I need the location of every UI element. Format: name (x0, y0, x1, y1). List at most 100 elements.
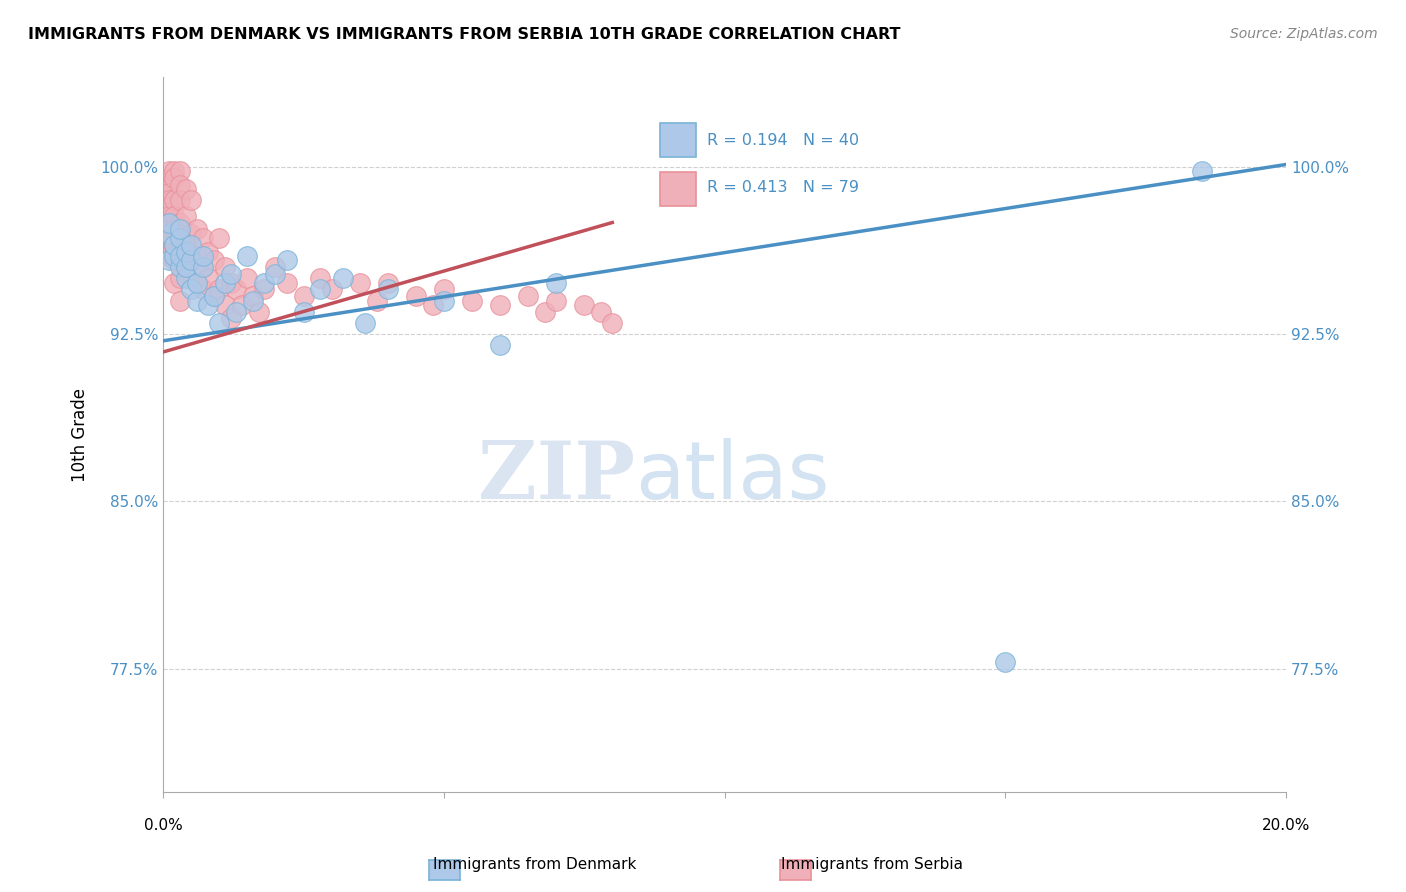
Point (169, 164, 191, 178)
Point (180, 253, 202, 268)
Text: IMMIGRANTS FROM DENMARK VS IMMIGRANTS FROM SERBIA 10TH GRADE CORRELATION CHART: IMMIGRANTS FROM DENMARK VS IMMIGRANTS FR… (28, 27, 901, 42)
Point (157, 237, 180, 252)
Point (225, 283, 247, 297)
Point (169, 231, 191, 245)
Point (292, 305, 315, 319)
Point (157, 227, 180, 241)
Point (377, 283, 399, 297)
Point (186, 276, 208, 290)
Point (253, 276, 276, 290)
Point (202, 289, 225, 303)
Point (354, 316, 377, 330)
Text: Immigrants from Serbia: Immigrants from Serbia (780, 857, 963, 872)
Point (157, 222, 180, 236)
Point (219, 311, 242, 326)
Text: Source: ZipAtlas.com: Source: ZipAtlas.com (1230, 27, 1378, 41)
Point (309, 271, 332, 285)
Point (157, 253, 180, 268)
Point (191, 249, 214, 263)
Text: atlas: atlas (634, 438, 830, 516)
Point (169, 215, 191, 229)
Point (366, 293, 388, 308)
Point (174, 244, 197, 259)
Point (174, 237, 197, 252)
Point (534, 305, 557, 319)
Point (163, 209, 186, 223)
Point (174, 271, 197, 285)
Point (180, 283, 202, 297)
Y-axis label: 10th Grade: 10th Grade (72, 387, 89, 482)
Point (169, 249, 191, 263)
Point (157, 244, 180, 259)
Point (186, 276, 208, 290)
Point (186, 222, 208, 236)
Point (163, 249, 186, 263)
Point (157, 182, 180, 196)
Point (157, 178, 180, 192)
Point (174, 260, 197, 274)
Point (157, 231, 180, 245)
Point (332, 271, 354, 285)
Point (180, 227, 202, 241)
Point (208, 231, 231, 245)
Text: ZIP: ZIP (478, 438, 634, 516)
Point (180, 253, 202, 268)
Point (174, 260, 197, 274)
Text: Immigrants from Denmark: Immigrants from Denmark (433, 857, 636, 872)
Point (157, 249, 180, 263)
Point (242, 293, 264, 308)
Point (163, 170, 186, 185)
Point (174, 182, 197, 196)
Point (157, 186, 180, 201)
Point (208, 283, 231, 297)
Point (225, 305, 247, 319)
Point (157, 200, 180, 214)
Point (157, 215, 180, 229)
Point (191, 283, 214, 297)
Point (264, 267, 287, 281)
Point (214, 298, 236, 312)
Point (157, 170, 180, 185)
Point (600, 316, 623, 330)
Point (253, 283, 276, 297)
Point (489, 298, 512, 312)
Point (219, 267, 242, 281)
Point (489, 338, 512, 352)
Point (309, 283, 332, 297)
Point (994, 655, 1017, 669)
Point (169, 253, 191, 268)
Point (163, 237, 186, 252)
Point (433, 293, 456, 308)
Point (197, 244, 219, 259)
Point (292, 289, 315, 303)
Point (242, 289, 264, 303)
Point (202, 253, 225, 268)
Point (197, 298, 219, 312)
Point (157, 164, 180, 178)
Point (169, 178, 191, 192)
Text: 20.0%: 20.0% (1261, 819, 1310, 833)
Point (169, 231, 191, 245)
Point (422, 298, 444, 312)
Point (169, 271, 191, 285)
Point (163, 237, 186, 252)
Point (574, 298, 596, 312)
Point (433, 283, 456, 297)
Point (186, 293, 208, 308)
Point (321, 283, 343, 297)
Point (1191, 164, 1213, 178)
Point (219, 276, 242, 290)
Point (157, 193, 180, 207)
Point (169, 193, 191, 207)
Point (231, 298, 253, 312)
Point (186, 249, 208, 263)
Point (276, 276, 298, 290)
Point (174, 209, 197, 223)
Point (163, 164, 186, 178)
Point (276, 253, 298, 268)
Point (377, 276, 399, 290)
Point (546, 293, 568, 308)
Point (214, 260, 236, 274)
Point (169, 293, 191, 308)
Point (169, 222, 191, 236)
